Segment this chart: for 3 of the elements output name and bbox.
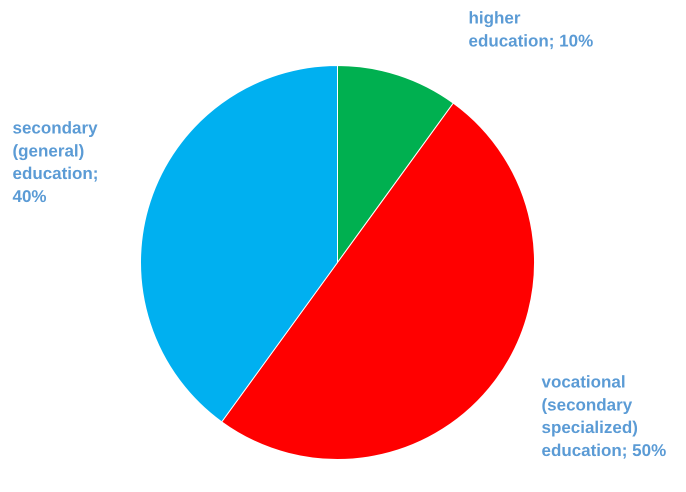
slice-label: secondary (general) education; 40%: [12, 118, 98, 206]
slice-label: higher education; 10%: [468, 8, 594, 50]
slice-label: vocational (secondary specialized) education; 50%: [542, 372, 666, 460]
